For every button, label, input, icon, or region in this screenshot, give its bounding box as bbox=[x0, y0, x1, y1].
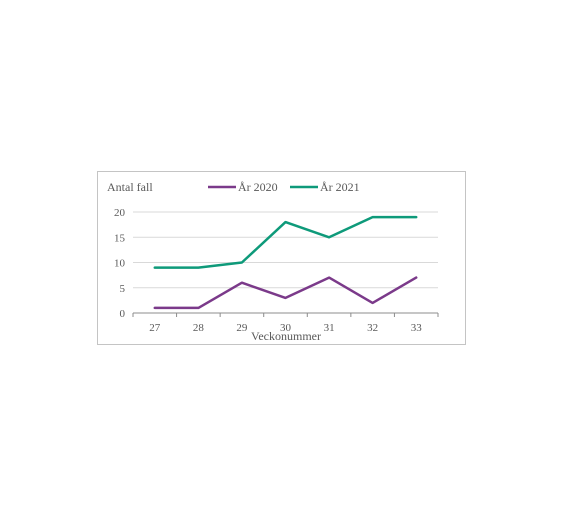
y-tick-label: 5 bbox=[120, 283, 126, 295]
legend-label-1: År 2020 bbox=[238, 180, 278, 194]
y-tick-label: 10 bbox=[114, 258, 126, 270]
x-tick-label: 32 bbox=[367, 322, 378, 334]
axes bbox=[132, 312, 439, 317]
x-tick-label: 27 bbox=[149, 322, 161, 334]
x-axis-ticks: 27 28 29 30 31 32 33 bbox=[149, 322, 422, 334]
series-lines bbox=[153, 215, 418, 310]
legend: År 2020 År 2021 bbox=[208, 180, 360, 194]
y-tick-label: 15 bbox=[114, 232, 126, 244]
x-tick-label: 29 bbox=[236, 322, 248, 334]
chart-frame bbox=[97, 171, 466, 345]
x-tick-label: 28 bbox=[193, 322, 205, 334]
gridlines bbox=[133, 211, 438, 289]
y-tick-label: 20 bbox=[114, 207, 126, 219]
chart-title: Antal fall bbox=[107, 180, 153, 194]
x-axis-label: Veckonummer bbox=[251, 329, 321, 343]
legend-label-2: År 2021 bbox=[320, 180, 360, 194]
y-tick-label: 0 bbox=[120, 308, 126, 320]
x-tick-label: 31 bbox=[324, 322, 335, 334]
x-tick-label: 33 bbox=[411, 322, 423, 334]
y-axis-ticks: 0 5 10 15 20 bbox=[114, 207, 126, 320]
series-line-2 bbox=[153, 215, 418, 269]
x-tick-label: 30 bbox=[280, 322, 292, 334]
series-line-1 bbox=[153, 276, 418, 310]
